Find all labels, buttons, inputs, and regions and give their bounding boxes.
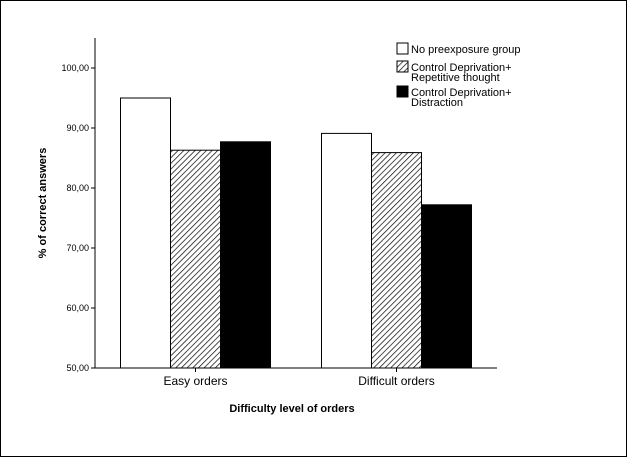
x-axis-title: Difficulty level of orders: [229, 403, 354, 415]
legend-label-3: Distraction: [411, 97, 463, 109]
x-tick-labels: Easy orders Difficult orders: [163, 368, 435, 388]
y-tick-label: 70,00: [66, 243, 89, 253]
x-tick-label: Difficult orders: [358, 374, 434, 388]
legend-label-2: Control Deprivation+: [411, 62, 512, 74]
y-tick-label: 90,00: [66, 123, 89, 133]
bars: [120, 97, 472, 369]
bar-1-difficult: [321, 132, 372, 369]
bar-1-easy: [120, 97, 171, 369]
y-ticks: 50,00 60,00 70,00 80,00 90,00 100,00: [61, 63, 95, 373]
x-tick-label: Easy orders: [163, 374, 227, 388]
bar-3-easy: [220, 141, 271, 369]
legend-label-2: Repetitive thought: [411, 72, 500, 84]
legend-label-1: No preexposure group: [411, 44, 520, 56]
legend: No preexposure group Control Deprivation+…: [396, 42, 520, 109]
bar-2-easy: [170, 149, 221, 369]
bar-3-difficult: [421, 204, 472, 369]
y-axis-title: % of correct answers: [37, 148, 49, 259]
y-tick-label: 50,00: [66, 363, 89, 373]
legend-swatch-2: [396, 60, 409, 73]
bar-2-difficult: [371, 152, 422, 369]
y-tick-label: 80,00: [66, 183, 89, 193]
legend-label-3: Control Deprivation+: [411, 87, 512, 99]
legend-swatch-1: [396, 42, 409, 55]
legend-swatch-3: [396, 85, 409, 98]
y-tick-label: 60,00: [66, 303, 89, 313]
y-tick-label: 100,00: [61, 63, 89, 73]
